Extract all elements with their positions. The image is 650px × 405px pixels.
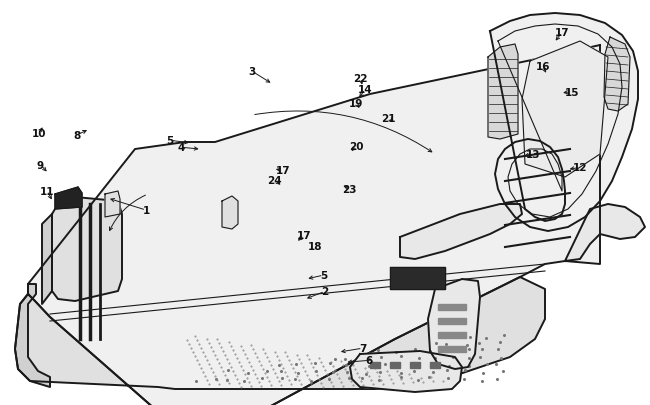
Text: 9: 9 xyxy=(37,160,44,170)
Bar xyxy=(390,267,445,289)
Text: 13: 13 xyxy=(526,150,540,160)
Bar xyxy=(438,346,466,352)
Polygon shape xyxy=(350,351,462,392)
Polygon shape xyxy=(55,188,82,209)
Bar xyxy=(370,362,380,368)
Text: 23: 23 xyxy=(343,185,357,194)
Text: 8: 8 xyxy=(73,131,81,141)
Polygon shape xyxy=(52,198,122,301)
Text: 18: 18 xyxy=(308,241,322,251)
Polygon shape xyxy=(522,42,608,177)
Bar xyxy=(438,304,466,310)
Polygon shape xyxy=(488,45,518,140)
Polygon shape xyxy=(490,14,638,231)
Text: 5: 5 xyxy=(320,271,328,280)
Text: 10: 10 xyxy=(32,129,46,139)
Text: 17: 17 xyxy=(297,231,311,241)
Text: 7: 7 xyxy=(359,343,367,353)
Text: 22: 22 xyxy=(354,74,368,84)
Polygon shape xyxy=(400,205,522,259)
Polygon shape xyxy=(42,215,52,304)
Text: 3: 3 xyxy=(248,67,256,77)
Text: 2: 2 xyxy=(321,287,329,296)
Bar xyxy=(430,362,440,368)
Text: 17: 17 xyxy=(276,166,290,176)
Bar xyxy=(410,362,420,368)
Text: 24: 24 xyxy=(267,175,281,185)
Text: 11: 11 xyxy=(40,186,54,196)
Polygon shape xyxy=(565,205,645,261)
Text: 15: 15 xyxy=(565,87,579,97)
Text: 17: 17 xyxy=(555,28,569,38)
Text: 20: 20 xyxy=(349,142,363,151)
Text: 16: 16 xyxy=(536,62,550,72)
Bar xyxy=(390,362,400,368)
Polygon shape xyxy=(28,46,600,405)
Text: 14: 14 xyxy=(358,85,372,95)
Polygon shape xyxy=(15,284,50,387)
Polygon shape xyxy=(604,38,630,112)
Text: 19: 19 xyxy=(349,98,363,108)
Text: 1: 1 xyxy=(142,206,150,215)
Bar xyxy=(438,332,466,338)
Text: 5: 5 xyxy=(166,136,174,146)
Polygon shape xyxy=(222,196,238,230)
Text: 21: 21 xyxy=(382,113,396,123)
Polygon shape xyxy=(428,279,480,369)
Bar xyxy=(438,318,466,324)
Text: 4: 4 xyxy=(177,143,185,153)
Polygon shape xyxy=(15,277,545,405)
Text: 12: 12 xyxy=(573,163,587,173)
Polygon shape xyxy=(105,192,120,217)
Text: 6: 6 xyxy=(365,356,373,365)
